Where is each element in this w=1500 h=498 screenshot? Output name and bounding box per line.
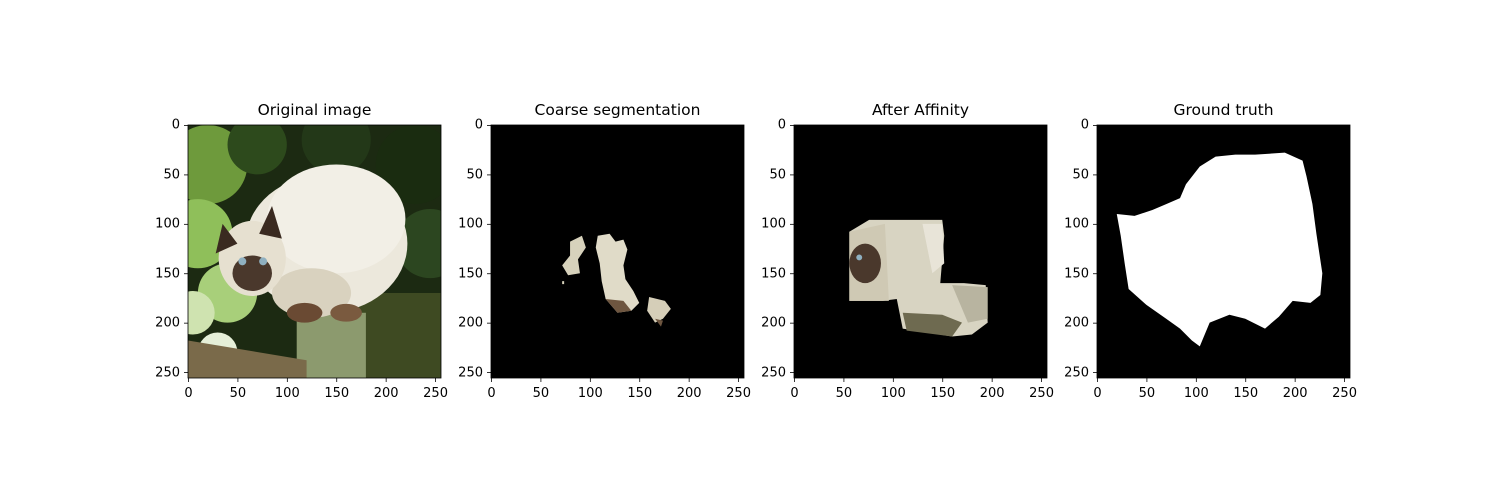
axes-border bbox=[793, 124, 1048, 379]
x-tick-label: 200 bbox=[1282, 386, 1308, 401]
x-tick-label: 150 bbox=[1233, 386, 1259, 401]
y-tick-label: 100 bbox=[761, 216, 786, 232]
axes-original bbox=[188, 125, 441, 378]
x-tick-label: 50 bbox=[835, 386, 853, 401]
x-tick-label: 100 bbox=[274, 386, 300, 401]
x-tick-label: 200 bbox=[979, 386, 1005, 401]
x-tick-label: 200 bbox=[676, 386, 702, 401]
x-tick-label: 250 bbox=[726, 386, 751, 401]
x-tick-label: 150 bbox=[324, 386, 350, 401]
x-tick-label: 0 bbox=[790, 386, 799, 401]
y-tick-label: 200 bbox=[458, 315, 483, 331]
x-tick-label: 150 bbox=[627, 386, 653, 401]
y-tick-label: 0 bbox=[777, 117, 786, 133]
axes-border bbox=[490, 124, 745, 379]
y-tick-label: 100 bbox=[458, 216, 483, 232]
x-tick-label: 50 bbox=[532, 386, 550, 401]
axes-coarse bbox=[491, 125, 744, 378]
ground-truth-mask bbox=[1097, 125, 1350, 378]
x-tick-label: 100 bbox=[577, 386, 603, 401]
x-tick-label: 0 bbox=[184, 386, 193, 401]
y-tick-label: 250 bbox=[458, 365, 483, 381]
coarse-mask bbox=[491, 125, 744, 378]
y-tick-label: 150 bbox=[155, 266, 180, 282]
y-tick-label: 200 bbox=[1064, 315, 1089, 331]
panel-title-original: Original image bbox=[257, 101, 372, 119]
y-tick-label: 200 bbox=[761, 315, 786, 331]
y-tick-label: 50 bbox=[163, 167, 180, 183]
axes-ground-truth bbox=[1097, 125, 1350, 378]
x-tick-label: 100 bbox=[1183, 386, 1209, 401]
cat-photo bbox=[188, 125, 441, 378]
axes-border bbox=[1096, 124, 1351, 379]
panel-title-ground-truth: Ground truth bbox=[1173, 101, 1274, 119]
panel-title-affinity: After Affinity bbox=[871, 101, 970, 119]
y-tick-label: 50 bbox=[466, 167, 483, 183]
axes-frame bbox=[790, 124, 1048, 382]
y-tick-label: 250 bbox=[1064, 365, 1089, 381]
x-tick-label: 250 bbox=[423, 386, 448, 401]
y-tick-label: 0 bbox=[171, 117, 180, 133]
y-tick-label: 50 bbox=[1072, 167, 1089, 183]
y-tick-label: 100 bbox=[1064, 216, 1089, 232]
x-tick-label: 250 bbox=[1332, 386, 1357, 401]
y-tick-label: 0 bbox=[474, 117, 483, 133]
y-tick-label: 0 bbox=[1080, 117, 1089, 133]
axes-frame bbox=[1093, 124, 1351, 382]
y-tick-label: 250 bbox=[155, 365, 180, 381]
y-tick-label: 50 bbox=[769, 167, 786, 183]
affinity-mask bbox=[794, 125, 1047, 378]
x-tick-label: 150 bbox=[930, 386, 956, 401]
y-tick-label: 200 bbox=[155, 315, 180, 331]
y-tick-label: 150 bbox=[761, 266, 786, 282]
axes-affinity bbox=[794, 125, 1047, 378]
y-tick-label: 150 bbox=[1064, 266, 1089, 282]
x-tick-label: 50 bbox=[1138, 386, 1156, 401]
y-tick-label: 250 bbox=[761, 365, 786, 381]
x-tick-label: 100 bbox=[880, 386, 906, 401]
axes-frame bbox=[184, 124, 442, 382]
x-tick-label: 0 bbox=[487, 386, 496, 401]
axes-border bbox=[187, 124, 442, 379]
panel-title-coarse: Coarse segmentation bbox=[534, 101, 701, 119]
y-tick-label: 100 bbox=[155, 216, 180, 232]
x-tick-label: 0 bbox=[1093, 386, 1102, 401]
y-tick-label: 150 bbox=[458, 266, 483, 282]
x-tick-label: 50 bbox=[229, 386, 247, 401]
x-tick-label: 200 bbox=[373, 386, 399, 401]
axes-frame bbox=[487, 124, 745, 382]
x-tick-label: 250 bbox=[1029, 386, 1054, 401]
